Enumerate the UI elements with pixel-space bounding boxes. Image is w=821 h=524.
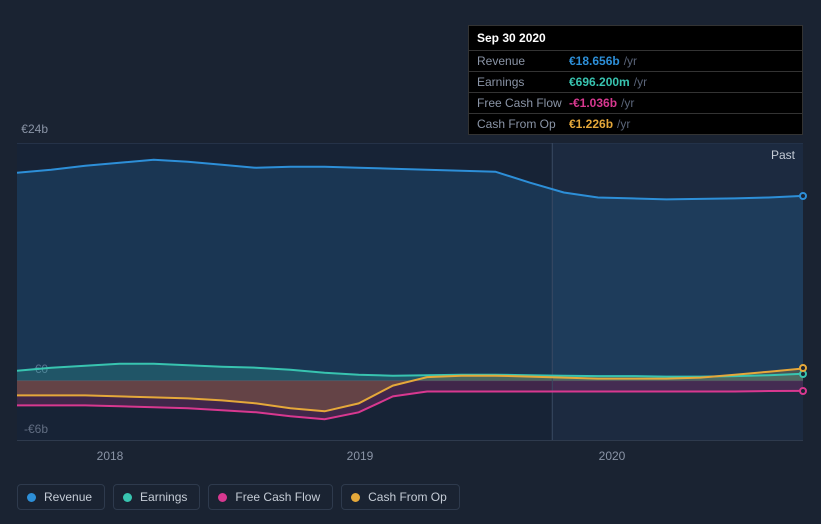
legend-item-fcf[interactable]: Free Cash Flow bbox=[208, 484, 333, 510]
x-tick-label: 2018 bbox=[97, 449, 124, 463]
tooltip-metric-value: €696.200m bbox=[569, 75, 630, 89]
legend-swatch bbox=[218, 493, 227, 502]
financials-chart: Sep 30 2020 Revenue€18.656b/yrEarnings€6… bbox=[0, 0, 821, 524]
x-tick-label: 2020 bbox=[599, 449, 626, 463]
tooltip-metric-value: €1.226b bbox=[569, 117, 613, 131]
tooltip-row: Free Cash Flow-€1.036b/yr bbox=[469, 93, 802, 114]
legend-label: Free Cash Flow bbox=[235, 490, 320, 504]
legend-item-earnings[interactable]: Earnings bbox=[113, 484, 200, 510]
tooltip-date: Sep 30 2020 bbox=[469, 26, 802, 51]
end-marker-fcf bbox=[799, 387, 807, 395]
tooltip-row: Earnings€696.200m/yr bbox=[469, 72, 802, 93]
gridline bbox=[17, 440, 803, 441]
chart-tooltip: Sep 30 2020 Revenue€18.656b/yrEarnings€6… bbox=[468, 25, 803, 135]
tooltip-metric-unit: /yr bbox=[621, 96, 634, 110]
legend-label: Revenue bbox=[44, 490, 92, 504]
tooltip-metric-unit: /yr bbox=[634, 75, 647, 89]
legend-swatch bbox=[27, 493, 36, 502]
legend-item-cfo[interactable]: Cash From Op bbox=[341, 484, 460, 510]
end-marker-cfo bbox=[799, 364, 807, 372]
tooltip-metric-label: Earnings bbox=[477, 75, 569, 89]
y-tick-label: €24b bbox=[21, 122, 48, 136]
past-region-label: Past bbox=[771, 148, 795, 162]
tooltip-row: Revenue€18.656b/yr bbox=[469, 51, 802, 72]
end-marker-revenue bbox=[799, 192, 807, 200]
plot-area[interactable] bbox=[17, 143, 803, 440]
tooltip-metric-value: -€1.036b bbox=[569, 96, 617, 110]
legend-label: Earnings bbox=[140, 490, 187, 504]
legend-swatch bbox=[351, 493, 360, 502]
chart-legend: Revenue Earnings Free Cash Flow Cash From O… bbox=[17, 484, 460, 510]
tooltip-metric-label: Revenue bbox=[477, 54, 569, 68]
tooltip-metric-value: €18.656b bbox=[569, 54, 620, 68]
tooltip-metric-label: Free Cash Flow bbox=[477, 96, 569, 110]
legend-swatch bbox=[123, 493, 132, 502]
x-tick-label: 2019 bbox=[347, 449, 374, 463]
tooltip-row: Cash From Op€1.226b/yr bbox=[469, 114, 802, 134]
legend-label: Cash From Op bbox=[368, 490, 447, 504]
tooltip-metric-label: Cash From Op bbox=[477, 117, 569, 131]
tooltip-metric-unit: /yr bbox=[624, 54, 637, 68]
tooltip-metric-unit: /yr bbox=[617, 117, 630, 131]
legend-item-revenue[interactable]: Revenue bbox=[17, 484, 105, 510]
